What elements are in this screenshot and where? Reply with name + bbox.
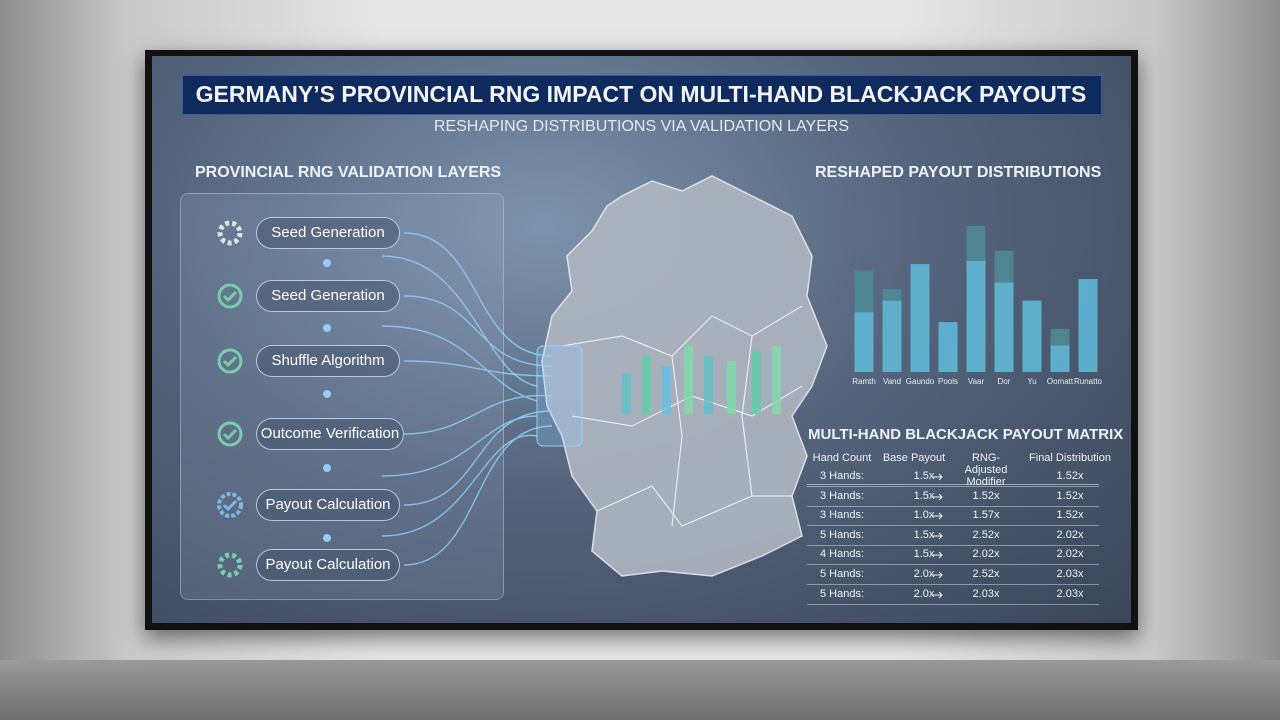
table-cell: 1.52x (1056, 470, 1084, 482)
step-dots (323, 259, 331, 542)
table-cell: 1.0x (913, 509, 935, 522)
step-pill: Payout Calculation (256, 489, 400, 521)
row-divider (807, 564, 1099, 566)
step-pill: Seed Generation (256, 280, 400, 312)
x-tick-label: Runatto (1074, 377, 1103, 386)
display-screen: GERMANY’S PROVINCIAL RNG IMPACT ON MULTI… (152, 56, 1131, 623)
table-cell: 2.0x (913, 568, 935, 580)
step-pill: Shuffle Algorithm (256, 345, 400, 377)
bar (1050, 345, 1070, 372)
bar (1022, 300, 1042, 372)
x-tick-label: Oomatt (1047, 377, 1074, 386)
column-header: RNG-Adjusted Modifier (964, 452, 1008, 488)
x-tick-label: Vand (883, 377, 901, 386)
table-cell: 1.52x (1056, 489, 1084, 502)
step-pill: Seed Generation (256, 217, 400, 249)
arrow-icon (932, 473, 943, 481)
step-icons (217, 220, 243, 578)
row-divider (807, 505, 1099, 507)
table-cell: 4 Hands: (819, 548, 865, 561)
page-subtitle: RESHAPING DISTRIBUTIONS VIA VALIDATION L… (433, 118, 850, 135)
section-title: MULTI-HAND BLACKJACK PAYOUT MATRIX (808, 426, 1124, 443)
table-cell: 1.5x (913, 470, 935, 482)
table-cell: 1.52x (1056, 509, 1084, 522)
arrow (932, 571, 943, 579)
x-tick-label: Vaar (968, 377, 985, 386)
arrow-icon (932, 512, 943, 520)
row-divider (807, 603, 1099, 605)
section-title: PROVINCIAL RNG VALIDATION LAYERS (195, 164, 502, 181)
display-bezel: GERMANY’S PROVINCIAL RNG IMPACT ON MULTI… (145, 50, 1138, 630)
arrow-icon (932, 552, 943, 559)
bar (854, 312, 874, 372)
table-cell: 5 Hands: (819, 587, 865, 600)
table-cell: 2.03x (972, 587, 1000, 600)
x-tick-label: Pools (938, 377, 958, 386)
table-cell: 1.52x (972, 489, 1000, 502)
table-cell: 5 Hands: (819, 528, 865, 541)
table-cell: 1.5x (913, 528, 935, 541)
table-cell: 2.03x (1056, 587, 1084, 600)
arrow (932, 512, 943, 520)
row-divider (807, 544, 1099, 546)
title-banner (182, 75, 1102, 115)
bar (910, 264, 930, 372)
bar (1050, 328, 1070, 346)
table-cell: 1.5x (913, 489, 935, 502)
table-cell: 2.02x (1056, 528, 1084, 541)
step-pill: Outcome Verification (256, 418, 404, 450)
x-tick-label: Ramth (852, 377, 876, 386)
arrow-icon (932, 591, 943, 598)
bar (938, 322, 958, 372)
table-cell: 2.02x (1056, 548, 1084, 561)
bar (854, 270, 874, 313)
x-tick-label: Yu (1027, 377, 1036, 386)
bar (966, 225, 986, 261)
bar (994, 250, 1014, 283)
arrow (932, 493, 943, 500)
distribution-chart: Ramth Vand Gaundo Pools Vaar Dor Yu Oomatt Runat… (852, 225, 1103, 386)
bar (1078, 279, 1098, 372)
arrow (932, 532, 943, 540)
bar (882, 289, 902, 301)
table-cell: 2.0x (913, 587, 935, 600)
arrow (932, 552, 943, 559)
validation-panel (180, 193, 504, 600)
table-cell: 1.57x (972, 509, 1000, 522)
bar (994, 282, 1014, 372)
table-cell: 1.5x (913, 548, 935, 561)
table-cell: 3 Hands: (819, 489, 865, 502)
table-cell: 2.52x (972, 528, 1000, 541)
table-cell: 2.03x (1056, 568, 1084, 580)
bar (882, 300, 902, 372)
table-cell: 2.02x (972, 548, 1000, 561)
column-header: Base Payout (882, 452, 946, 464)
arrow-icon (932, 571, 943, 579)
connector-lines (381, 232, 553, 566)
room-floor (0, 660, 1280, 720)
table-cell: 3 Hands: (819, 470, 865, 482)
page-title: GERMANY’S PROVINCIAL RNG IMPACT ON MULTI… (195, 81, 1087, 107)
section-title: RESHAPED PAYOUT DISTRIBUTIONS (815, 164, 1102, 181)
decorations (217, 175, 828, 578)
row-divider (807, 525, 1099, 527)
row-divider (807, 486, 1099, 487)
bar (966, 260, 986, 372)
table-cell: 2.52x (972, 568, 1000, 580)
header-divider (807, 484, 1099, 485)
map-mini-bars (622, 346, 781, 414)
arrow (932, 591, 943, 598)
table-cell: 5 Hands: (819, 568, 865, 580)
x-tick-label: Gaundo (906, 377, 935, 386)
row-divider (807, 584, 1099, 585)
table-cell: 3 Hands: (819, 509, 865, 522)
step-pill: Payout Calculation (256, 549, 400, 581)
column-header: Hand Count (812, 452, 872, 464)
arrow-icon (932, 493, 943, 500)
arrow (932, 473, 943, 481)
arrow-icon (932, 532, 943, 540)
x-tick-label: Dor (998, 377, 1011, 386)
column-header: Final Distribution (1029, 452, 1111, 464)
